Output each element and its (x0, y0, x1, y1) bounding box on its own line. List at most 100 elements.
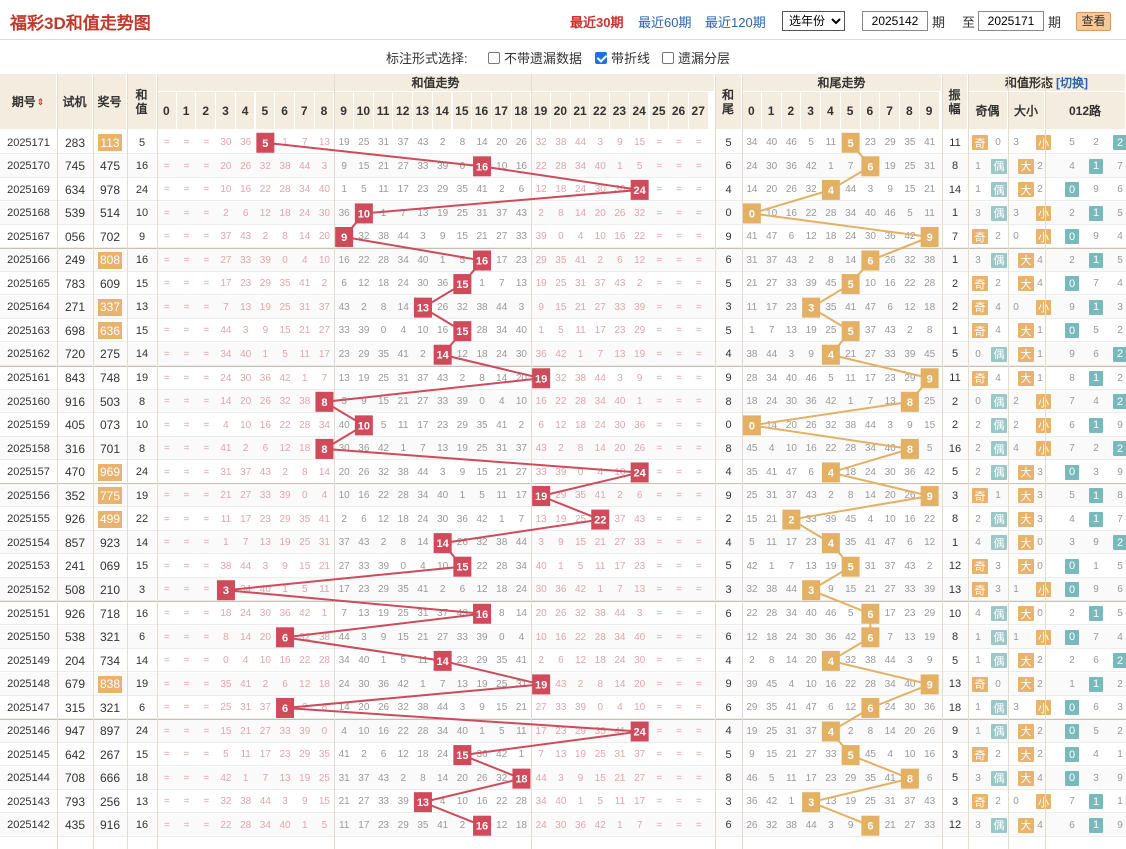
omission-cell: 14 (884, 725, 896, 737)
omission-cell: 21 (574, 301, 587, 313)
omission-cell: 19 (845, 796, 857, 808)
tail-marker-label: 8 (907, 444, 913, 456)
omission-cell: 40 (555, 796, 567, 808)
prize-cell: 503 (99, 394, 121, 409)
omission-cell: 11 (614, 796, 626, 808)
switch-link[interactable]: [切换] (1056, 75, 1088, 90)
road-tag: 1 (1089, 252, 1103, 268)
header-sum-digit: 21 (570, 92, 591, 130)
omission-cell: 7 (518, 513, 525, 525)
omission-cell: 13 (240, 301, 252, 313)
sum-cell: 19 (135, 678, 149, 691)
omission-cell: 17 (634, 796, 646, 808)
amplitude-cell: 11 (949, 136, 961, 149)
omission-cell: 3 (361, 631, 367, 643)
link-recent-30[interactable]: 最近30期 (570, 15, 624, 30)
tail-marker-label: 6 (867, 821, 873, 833)
omission-cell: 30 (240, 372, 252, 384)
omission-cell: 40 (785, 372, 797, 384)
omission-cell: 36 (574, 819, 587, 831)
omission-cell: 19 (634, 348, 646, 360)
sum-cell: 19 (135, 489, 149, 502)
omission-cell: 8 (498, 608, 505, 619)
omission-cell: 30 (805, 631, 817, 643)
omission-cell: 42 (496, 749, 508, 761)
omission-cell: 14 (785, 655, 797, 667)
omission-cell: 31 (299, 301, 311, 313)
omission-cell: 9 (538, 301, 544, 313)
issue-cell: 2025143 (7, 795, 50, 808)
omission-cell: 35 (496, 655, 508, 667)
omission-cell: 5 (577, 560, 584, 572)
omission-cell: 41 (574, 254, 587, 266)
omission-cell: 42 (825, 396, 837, 408)
table-row (0, 460, 1126, 484)
omission-cell: 35 (904, 137, 916, 148)
omission-cell: 23 (338, 348, 350, 360)
omission-cell: 6 (282, 678, 288, 690)
omission-cell: = (203, 513, 210, 525)
group-separator (0, 247, 1126, 249)
to-issue-input[interactable] (978, 11, 1044, 31)
link-recent-60[interactable]: 最近60期 (638, 15, 692, 30)
omission-cell: 1 (518, 749, 525, 761)
option-layered[interactable]: 遗漏分层 (662, 48, 730, 67)
checkbox-no-omission[interactable] (488, 51, 500, 64)
omission-cell: 0 (1013, 231, 1019, 243)
from-issue-input[interactable] (862, 11, 928, 31)
omission-cell: 23 (825, 772, 837, 784)
omission-cell: 2 (282, 466, 288, 478)
omission-cell: 26 (904, 490, 916, 502)
test-cell: 745 (64, 159, 86, 174)
omission-cell: 32 (299, 631, 311, 643)
even-tag: 偶 (991, 441, 1007, 457)
amplitude-cell: 13 (948, 678, 962, 691)
checkbox-layered[interactable] (662, 51, 674, 64)
omission-cell: 22 (825, 443, 837, 455)
omission-cell: 37 (318, 301, 330, 313)
omission-cell: 28 (574, 396, 587, 408)
tail-marker (742, 203, 761, 224)
sum-marker (315, 438, 334, 459)
sort-arrows-icon[interactable]: ⇕ (36, 96, 45, 107)
omission-cell: 3 (975, 207, 981, 219)
omission-cell: 37 (904, 796, 916, 808)
table-row (0, 531, 1126, 555)
link-recent-120[interactable]: 最近120期 (705, 15, 766, 30)
omission-cell: = (183, 631, 190, 643)
year-select[interactable]: 选年份 (782, 11, 845, 31)
omission-cell: 0 (459, 160, 466, 172)
omission-cell: 8 (479, 372, 485, 384)
omission-cell: 37 (220, 231, 232, 243)
omission-cell: 13 (614, 348, 626, 360)
omission-cell: 13 (515, 278, 527, 290)
option-polyline[interactable]: 带折线 (595, 48, 650, 67)
omission-cell: 1 (788, 796, 795, 808)
omission-cell: 3 (558, 772, 564, 784)
option-no-omission[interactable]: 不带遗漏数据 (488, 48, 582, 67)
omission-cell: 39 (299, 725, 311, 737)
sum-marker (413, 297, 432, 318)
omission-cell: = (163, 560, 170, 572)
sum-marker-label: 19 (535, 373, 547, 385)
big-tag: 大 (1018, 182, 1034, 198)
omission-cell: 36 (338, 207, 350, 219)
checkbox-polyline[interactable] (595, 51, 607, 64)
omission-cell: = (203, 231, 210, 243)
query-button[interactable]: 查看 (1076, 12, 1111, 31)
omission-cell: 42 (904, 231, 916, 243)
omission-cell: 16 (358, 490, 370, 502)
column-separator (157, 74, 158, 849)
sum-marker-label: 16 (476, 609, 488, 621)
omission-cell: 43 (634, 513, 646, 525)
omission-cell: 44 (338, 631, 350, 643)
omission-cell: 38 (240, 796, 252, 808)
omission-cell: = (163, 819, 170, 831)
sum-marker-label: 8 (321, 397, 327, 409)
omission-cell: 2 (1117, 325, 1123, 337)
omission-cell: 2 (1069, 207, 1075, 219)
omission-cell: = (656, 584, 663, 596)
test-cell: 916 (64, 394, 86, 409)
omission-cell: 7 (1093, 278, 1099, 290)
test-cell: 720 (64, 347, 86, 362)
